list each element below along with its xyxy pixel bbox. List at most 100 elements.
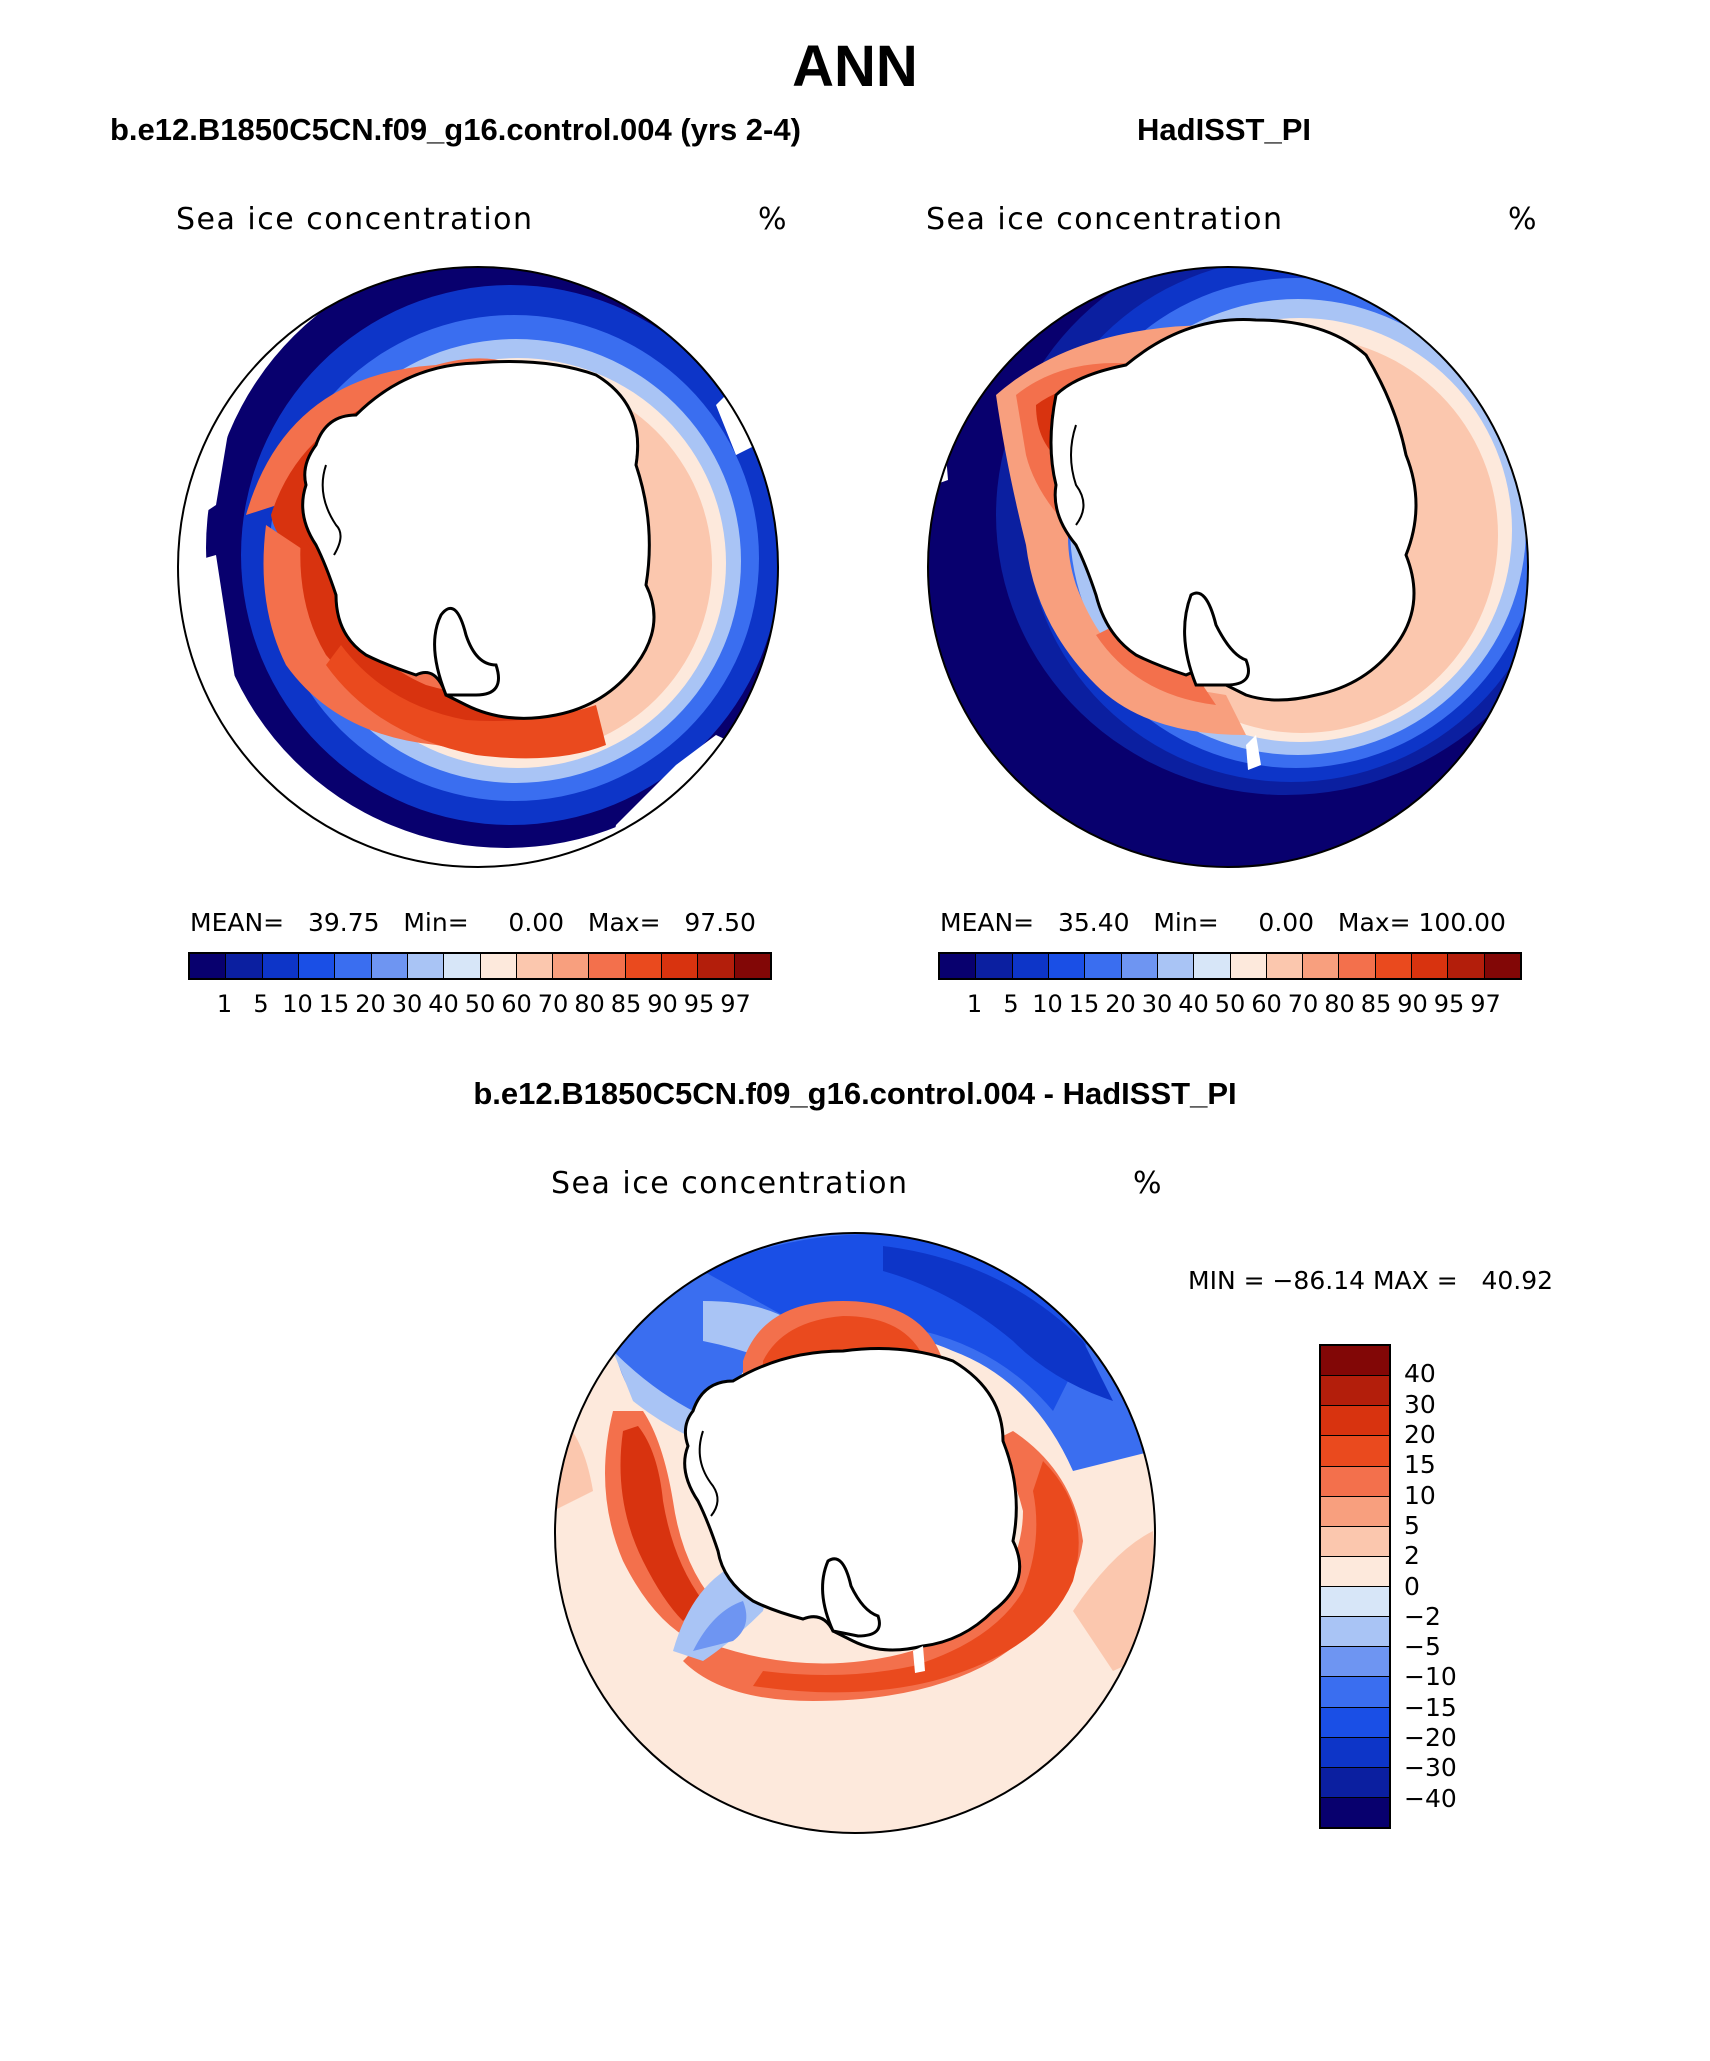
left-stats: MEAN= 39.75 Min= 0.00 Max= 97.50 xyxy=(190,908,756,937)
left-colorbar-tick-label: 20 xyxy=(355,990,386,1018)
left-colorbar-swatch xyxy=(588,954,625,978)
right-colorbar-swatch xyxy=(1156,954,1194,978)
right-colorbar-swatch xyxy=(940,954,976,978)
right-colorbar-swatch xyxy=(1447,954,1484,978)
right-colorbar-tick-label: 10 xyxy=(1032,990,1063,1018)
diff-colorbar-swatch xyxy=(1321,1435,1389,1466)
left-colorbar-swatch xyxy=(661,954,698,978)
right-colorbar-swatch xyxy=(1338,954,1375,978)
right-colorbar-swatch xyxy=(1084,954,1121,978)
left-colorbar-swatch xyxy=(261,954,298,978)
diff-colorbar-tick-label: 10 xyxy=(1404,1480,1436,1510)
left-colorbar-swatch xyxy=(334,954,371,978)
left-colorbar-swatch xyxy=(225,954,262,978)
right-colorbar xyxy=(938,952,1522,980)
diff-colorbar-tick-label: −10 xyxy=(1404,1662,1457,1692)
left-colorbar-swatch xyxy=(479,954,516,978)
right-colorbar-tick-label: 20 xyxy=(1105,990,1136,1018)
left-colorbar-tick-label: 10 xyxy=(282,990,313,1018)
right-colorbar-swatch xyxy=(1011,954,1048,978)
diff-colorbar-tick-label: 15 xyxy=(1404,1450,1436,1480)
figure-title: ANN xyxy=(792,34,918,99)
left-colorbar-tick-label: 90 xyxy=(647,990,678,1018)
right-colorbar-swatch xyxy=(1229,954,1266,978)
right-colorbar-tick-label: 97 xyxy=(1470,990,1501,1018)
right-colorbar-tick-label: 50 xyxy=(1214,990,1246,1018)
left-colorbar-swatch xyxy=(733,954,770,978)
diff-field-label: Sea ice concentration xyxy=(551,1166,909,1201)
left-colorbar-swatch xyxy=(406,954,444,978)
diff-colorbar-swatch xyxy=(1321,1736,1389,1767)
diff-colorbar-tick-label: 20 xyxy=(1404,1419,1436,1449)
diff-subtitle: b.e12.B1850C5CN.f09_g16.control.004 - Ha… xyxy=(473,1076,1237,1111)
left-colorbar-swatch xyxy=(443,954,480,978)
diff-colorbar-tick-label: 5 xyxy=(1404,1510,1420,1540)
diff-colorbar-tick-label: −20 xyxy=(1404,1723,1457,1753)
left-colorbar-swatch xyxy=(370,954,407,978)
diff-colorbar-swatch xyxy=(1321,1616,1389,1647)
diff-colorbar-swatch xyxy=(1321,1375,1389,1406)
left-colorbar-swatch xyxy=(190,954,226,978)
diff-map xyxy=(554,1232,1156,1834)
left-colorbar-tick-label: 80 xyxy=(574,990,605,1018)
diff-colorbar-swatch xyxy=(1321,1586,1389,1617)
diff-colorbar-tick-label: 2 xyxy=(1404,1541,1420,1571)
diff-colorbar-swatch xyxy=(1321,1646,1389,1677)
left-colorbar-swatch xyxy=(552,954,589,978)
left-colorbar-swatch xyxy=(515,954,553,978)
right-colorbar-tick-label: 40 xyxy=(1178,990,1209,1018)
right-colorbar-swatch xyxy=(975,954,1012,978)
right-colorbar-swatch xyxy=(1193,954,1230,978)
diff-colorbar-tick-label: 40 xyxy=(1404,1359,1436,1389)
left-colorbar-tick-label: 95 xyxy=(683,990,715,1018)
right-colorbar-tick-label: 1 xyxy=(966,990,983,1018)
diff-colorbar-swatch xyxy=(1321,1346,1389,1376)
left-field-label: Sea ice concentration xyxy=(176,202,534,237)
right-colorbar-ticks: 1 5 10 15 20 30 40 50 60 70 80 85 90 95 97 xyxy=(938,990,1522,1020)
diff-colorbar-swatch xyxy=(1321,1465,1389,1496)
right-colorbar-tick-label: 15 xyxy=(1068,990,1100,1018)
right-colorbar-swatch xyxy=(1483,954,1520,978)
diff-colorbar-swatch xyxy=(1321,1495,1389,1526)
diff-minmax: MIN = −86.14 MAX = 40.92 xyxy=(1188,1266,1554,1295)
left-colorbar-tick-label: 60 xyxy=(501,990,532,1018)
left-colorbar-tick-label: 1 xyxy=(216,990,233,1018)
left-colorbar-tick-label: 30 xyxy=(391,990,423,1018)
right-colorbar-tick-label: 30 xyxy=(1141,990,1173,1018)
right-colorbar-tick-label: 90 xyxy=(1397,990,1428,1018)
diff-colorbar-tick-label: 0 xyxy=(1404,1571,1420,1601)
left-colorbar-tick-label: 5 xyxy=(253,990,269,1018)
left-colorbar-tick-label: 40 xyxy=(428,990,459,1018)
diff-units: % xyxy=(1133,1166,1164,1201)
left-colorbar-swatch xyxy=(297,954,335,978)
right-colorbar-swatch xyxy=(1302,954,1339,978)
diff-colorbar-swatch xyxy=(1321,1706,1389,1737)
left-colorbar-swatch xyxy=(624,954,662,978)
right-units: % xyxy=(1508,202,1539,237)
right-colorbar-tick-label: 95 xyxy=(1433,990,1465,1018)
left-colorbar-tick-label: 50 xyxy=(464,990,496,1018)
left-colorbar-tick-label: 15 xyxy=(318,990,350,1018)
right-colorbar-tick-label: 80 xyxy=(1324,990,1355,1018)
diff-colorbar-swatch xyxy=(1321,1405,1389,1436)
left-colorbar-swatch xyxy=(697,954,734,978)
diff-colorbar xyxy=(1319,1344,1391,1829)
left-subtitle: b.e12.B1850C5CN.f09_g16.control.004 (yrs… xyxy=(110,112,801,147)
right-field-label: Sea ice concentration xyxy=(926,202,1284,237)
right-colorbar-swatch xyxy=(1374,954,1412,978)
left-colorbar xyxy=(188,952,772,980)
diff-colorbar-swatch xyxy=(1321,1555,1389,1586)
left-colorbar-ticks: 1 5 10 15 20 30 40 50 60 70 80 85 90 95 97 xyxy=(188,990,772,1020)
left-units: % xyxy=(758,202,789,237)
right-colorbar-tick-label: 70 xyxy=(1287,990,1319,1018)
right-colorbar-swatch xyxy=(1411,954,1448,978)
diff-colorbar-swatch xyxy=(1321,1676,1389,1707)
diff-colorbar-tick-label: −40 xyxy=(1404,1783,1457,1813)
right-colorbar-tick-label: 60 xyxy=(1251,990,1282,1018)
diff-colorbar-swatch xyxy=(1321,1766,1389,1797)
left-colorbar-tick-label: 70 xyxy=(537,990,569,1018)
right-colorbar-swatch xyxy=(1120,954,1157,978)
diff-colorbar-tick-label: −5 xyxy=(1404,1632,1441,1662)
right-colorbar-swatch xyxy=(1265,954,1303,978)
left-colorbar-tick-label: 85 xyxy=(610,990,642,1018)
